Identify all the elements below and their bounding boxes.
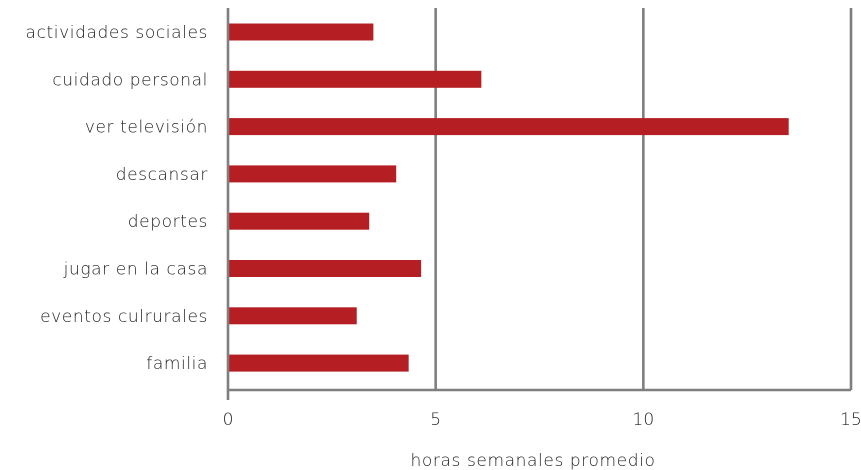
category-label-6: jugar en la casa <box>63 260 208 280</box>
x-tick-label-10: 10 <box>633 410 655 430</box>
x-axis-title: horas semanales promedio <box>411 451 656 470</box>
category-label-4: descansar <box>116 165 208 185</box>
category-label-7: eventos culrurales <box>40 307 208 327</box>
category-labels: actividades sociales cuidado personal ver … <box>26 23 208 374</box>
category-label-2: cuidado personal <box>52 70 208 90</box>
x-tick-label-5: 5 <box>430 410 441 430</box>
bar-8 <box>228 354 409 372</box>
category-label-3: ver televisión <box>85 118 208 138</box>
bar-2 <box>228 70 482 88</box>
gridlines <box>434 8 853 390</box>
category-label-1: actividades sociales <box>26 23 208 43</box>
x-tick-label-0: 0 <box>223 410 234 430</box>
bar-7 <box>228 307 357 325</box>
bars <box>228 23 789 372</box>
bar-6 <box>228 260 422 277</box>
bar-4 <box>228 165 397 183</box>
bar-1 <box>228 23 374 41</box>
axes <box>226 8 851 400</box>
x-tick-labels: 0 5 10 15 <box>223 410 861 430</box>
bar-5 <box>228 212 370 230</box>
category-label-5: deportes <box>128 212 208 232</box>
x-tick-label-15: 15 <box>840 410 861 430</box>
bar-3 <box>228 118 789 136</box>
category-label-8: familia <box>146 354 208 374</box>
